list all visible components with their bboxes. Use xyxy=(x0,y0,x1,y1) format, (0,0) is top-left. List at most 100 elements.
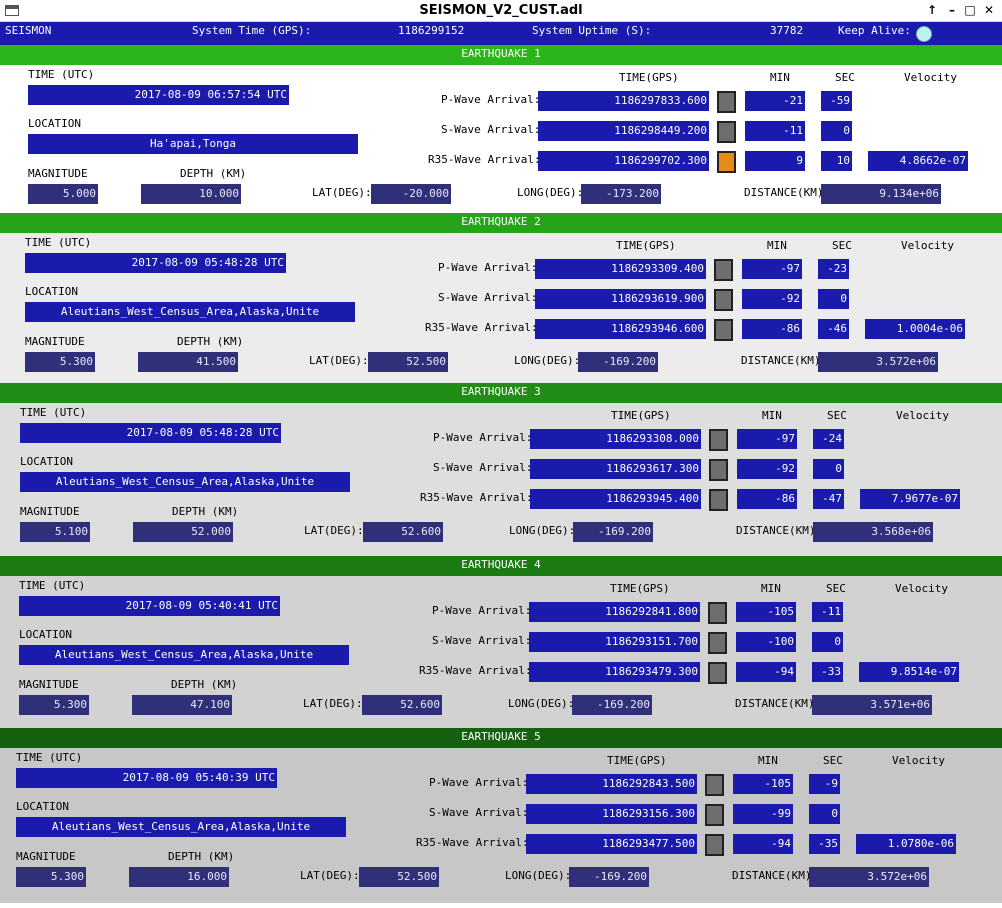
distance-label: DISTANCE(KM): xyxy=(736,524,823,537)
p-wave-label: P-Wave Arrival: xyxy=(432,604,532,617)
long-label: LONG(DEG): xyxy=(508,697,575,710)
s-wave-indicator xyxy=(708,632,727,654)
window-menu-icon[interactable] xyxy=(5,5,19,16)
p-wave-indicator xyxy=(708,602,727,624)
depth-field: 52.000 xyxy=(133,522,233,542)
time-utc-label: TIME (UTC) xyxy=(28,68,95,81)
depth-field: 16.000 xyxy=(129,867,229,887)
keep-alive-label: Keep Alive: xyxy=(838,24,911,37)
r35-wave-time-field: 1186293945.400 xyxy=(530,489,701,509)
magnitude-label: MAGNITUDE xyxy=(20,505,80,518)
earthquake-panel: TIME (UTC) 2017-08-09 06:57:54 UTC LOCAT… xyxy=(0,65,1002,213)
location-label: LOCATION xyxy=(20,455,73,468)
lat-field: 52.500 xyxy=(359,867,439,887)
s-wave-time-field: 1186293619.900 xyxy=(535,289,706,309)
velocity-header: Velocity xyxy=(895,582,948,595)
earthquake-panel: TIME (UTC) 2017-08-09 05:40:39 UTC LOCAT… xyxy=(0,748,1002,903)
system-time-value: 1186299152 xyxy=(398,24,465,37)
velocity-header: Velocity xyxy=(901,239,954,252)
time-utc-label: TIME (UTC) xyxy=(19,579,86,592)
location-label: LOCATION xyxy=(25,285,78,298)
depth-label: DEPTH (KM) xyxy=(168,850,235,863)
r35-wave-time-field: 1186293477.500 xyxy=(526,834,697,854)
s-wave-time-field: 1186298449.200 xyxy=(538,121,709,141)
long-field: -173.200 xyxy=(581,184,661,204)
r35-wave-min-field: -86 xyxy=(742,319,802,339)
minimize-icon[interactable]: – xyxy=(949,3,955,17)
min-header: MIN xyxy=(758,754,778,767)
lat-label: LAT(DEG): xyxy=(309,354,369,367)
distance-label: DISTANCE(KM): xyxy=(735,697,822,710)
r35-wave-sec-field: -46 xyxy=(818,319,849,339)
title-bar: SEISMON_V2_CUST.adl ↑ – □ ✕ xyxy=(0,0,1002,22)
location-field: Aleutians_West_Census_Area,Alaska,Unite xyxy=(25,302,355,322)
p-wave-time-field: 1186297833.600 xyxy=(538,91,709,111)
r35-wave-label: R35-Wave Arrival: xyxy=(420,491,533,504)
window-title: SEISMON_V2_CUST.adl xyxy=(419,3,583,18)
p-wave-time-field: 1186293308.000 xyxy=(530,429,701,449)
maximize-icon[interactable]: □ xyxy=(964,3,976,17)
p-wave-sec-field: -9 xyxy=(809,774,840,794)
p-wave-label: P-Wave Arrival: xyxy=(433,431,533,444)
depth-label: DEPTH (KM) xyxy=(172,505,239,518)
magnitude-field: 5.300 xyxy=(25,352,95,372)
earthquake-title-bar: EARTHQUAKE 3 xyxy=(0,383,1002,403)
depth-field: 47.100 xyxy=(132,695,232,715)
depth-field: 41.500 xyxy=(138,352,238,372)
r35-wave-indicator xyxy=(717,151,736,173)
magnitude-field: 5.300 xyxy=(16,867,86,887)
time-utc-field: 2017-08-09 06:57:54 UTC xyxy=(28,85,289,105)
p-wave-min-field: -97 xyxy=(737,429,797,449)
s-wave-sec-field: 0 xyxy=(812,632,843,652)
sec-header: SEC xyxy=(827,409,847,422)
lat-field: 52.600 xyxy=(362,695,442,715)
s-wave-label: S-Wave Arrival: xyxy=(438,291,538,304)
depth-label: DEPTH (KM) xyxy=(180,167,247,180)
r35-wave-sec-field: -33 xyxy=(812,662,843,682)
s-wave-min-field: -100 xyxy=(736,632,796,652)
p-wave-min-field: -105 xyxy=(736,602,796,622)
s-wave-sec-field: 0 xyxy=(818,289,849,309)
s-wave-label: S-Wave Arrival: xyxy=(441,123,541,136)
s-wave-min-field: -11 xyxy=(745,121,805,141)
uptime-label: System Uptime (S): xyxy=(532,24,652,37)
velocity-field: 1.0780e-06 xyxy=(856,834,956,854)
location-field: Aleutians_West_Census_Area,Alaska,Unite xyxy=(16,817,346,837)
r35-wave-label: R35-Wave Arrival: xyxy=(419,664,532,677)
long-label: LONG(DEG): xyxy=(505,869,572,882)
long-field: -169.200 xyxy=(572,695,652,715)
velocity-header: Velocity xyxy=(904,71,957,84)
p-wave-sec-field: -59 xyxy=(821,91,852,111)
location-label: LOCATION xyxy=(28,117,81,130)
min-header: MIN xyxy=(767,239,787,252)
time-utc-label: TIME (UTC) xyxy=(25,236,92,249)
magnitude-field: 5.300 xyxy=(19,695,89,715)
close-icon[interactable]: ✕ xyxy=(983,3,995,17)
long-label: LONG(DEG): xyxy=(509,524,576,537)
velocity-field: 4.8662e-07 xyxy=(868,151,968,171)
min-header: MIN xyxy=(761,582,781,595)
magnitude-label: MAGNITUDE xyxy=(25,335,85,348)
s-wave-min-field: -99 xyxy=(733,804,793,824)
velocity-header: Velocity xyxy=(896,409,949,422)
lat-label: LAT(DEG): xyxy=(312,186,372,199)
r35-wave-time-field: 1186299702.300 xyxy=(538,151,709,171)
lat-label: LAT(DEG): xyxy=(300,869,360,882)
magnitude-label: MAGNITUDE xyxy=(28,167,88,180)
magnitude-field: 5.100 xyxy=(20,522,90,542)
s-wave-time-field: 1186293617.300 xyxy=(530,459,701,479)
uptime-value: 37782 xyxy=(770,24,804,37)
app-label: SEISMON xyxy=(5,24,52,37)
r35-wave-time-field: 1186293946.600 xyxy=(535,319,706,339)
long-label: LONG(DEG): xyxy=(517,186,584,199)
sec-header: SEC xyxy=(832,239,852,252)
r35-wave-sec-field: -47 xyxy=(813,489,844,509)
r35-wave-indicator xyxy=(705,834,724,856)
p-wave-sec-field: -11 xyxy=(812,602,843,622)
velocity-field: 9.8514e-07 xyxy=(859,662,959,682)
p-wave-indicator xyxy=(705,774,724,796)
depth-label: DEPTH (KM) xyxy=(171,678,238,691)
r35-wave-min-field: -86 xyxy=(737,489,797,509)
keep-above-icon[interactable]: ↑ xyxy=(926,3,938,17)
